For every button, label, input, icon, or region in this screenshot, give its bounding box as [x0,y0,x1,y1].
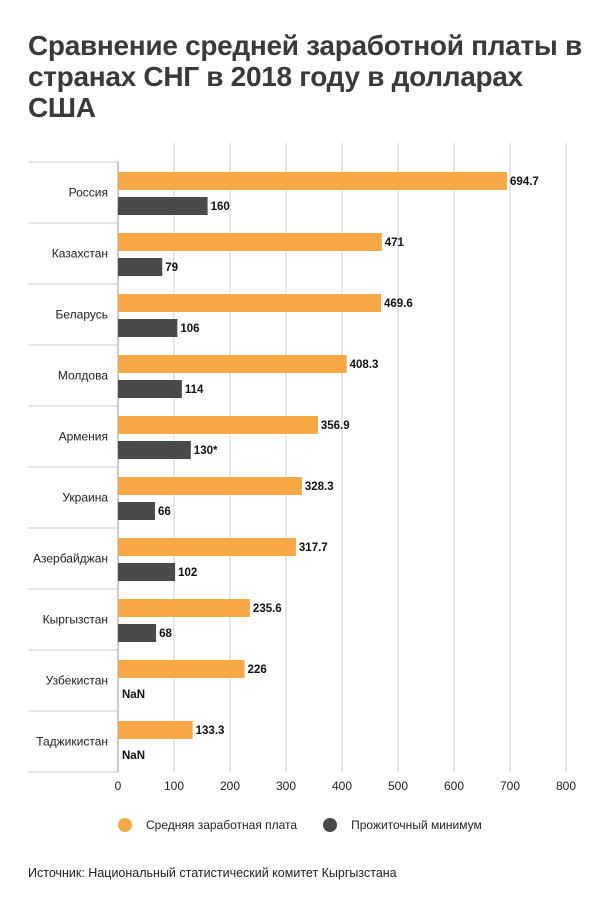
x-tick-label: 600 [444,779,464,793]
x-tick-label: 400 [332,779,352,793]
bar-salary [118,233,382,251]
bar-minimum [118,502,155,520]
bar-salary [118,721,193,739]
category-label: Узбекистан [46,674,108,688]
data-label-minimum: 102 [178,567,197,579]
data-label-minimum: NaN [122,689,145,701]
category-label: Таджикистан [36,735,108,749]
data-label-salary: 469.6 [384,298,413,310]
legend-label-salary: Средняя заработная плата [146,818,298,832]
bar-minimum [118,563,176,581]
x-tick-label: 100 [164,779,184,793]
x-tick-label: 800 [556,779,576,793]
legend: Средняя заработная плата Прожиточный мин… [118,818,508,832]
data-label-salary: 235.6 [253,603,282,615]
data-label-minimum: 106 [180,323,199,335]
data-label-minimum: 160 [211,201,230,213]
x-tick-label: 700 [500,779,520,793]
bar-salary [118,355,347,373]
chart-title: Сравнение средней заработной платы в стр… [28,30,582,123]
data-label-minimum: 68 [159,628,172,640]
data-label-salary: 408.3 [350,359,379,371]
bar-minimum [118,197,208,215]
data-label-salary: 471 [385,237,405,249]
source-note: Источник: Национальный статистический ко… [28,866,397,880]
bar-salary [118,416,318,434]
data-label-salary: 226 [248,664,267,676]
data-label-minimum: NaN [122,750,145,762]
bar-minimum [118,441,191,459]
legend-swatch-minimum [323,818,338,832]
bar-salary [118,599,250,617]
category-label: Украина [62,491,108,505]
bar-minimum [118,380,182,398]
bar-minimum [118,319,178,337]
category-label: Кыргызстан [43,613,108,627]
legend-item-minimum: Прожиточный минимум [323,818,482,832]
bar-minimum [118,624,157,642]
data-label-salary: 133.3 [196,725,225,737]
x-tick-label: 0 [115,779,122,793]
category-label: Беларусь [56,308,108,322]
bar-salary [118,477,302,495]
x-tick-label: 300 [276,779,296,793]
data-label-minimum: 114 [185,384,204,396]
x-tick-label: 500 [388,779,408,793]
category-label: Армения [59,430,108,444]
bar-salary [118,660,245,678]
bar-minimum [118,258,163,276]
category-label: Казахстан [52,247,108,261]
category-label: Молдова [58,369,108,383]
bar-salary [118,294,381,312]
data-label-salary: 317.7 [299,542,328,554]
data-label-minimum: 130* [194,445,218,457]
legend-item-salary: Средняя заработная плата [118,818,297,832]
bar-salary [118,172,508,190]
data-label-minimum: 66 [158,506,171,518]
data-label-salary: 328.3 [305,481,334,493]
x-tick-label: 200 [220,779,240,793]
category-label: Россия [69,186,108,200]
data-label-salary: 694.7 [510,176,539,188]
data-label-salary: 356.9 [321,420,350,432]
category-label: Азербайджан [33,552,108,566]
legend-swatch-salary [118,818,132,832]
bar-salary [118,538,296,556]
data-label-minimum: 79 [165,262,178,274]
legend-label-minimum: Прожиточный минимум [351,818,482,832]
